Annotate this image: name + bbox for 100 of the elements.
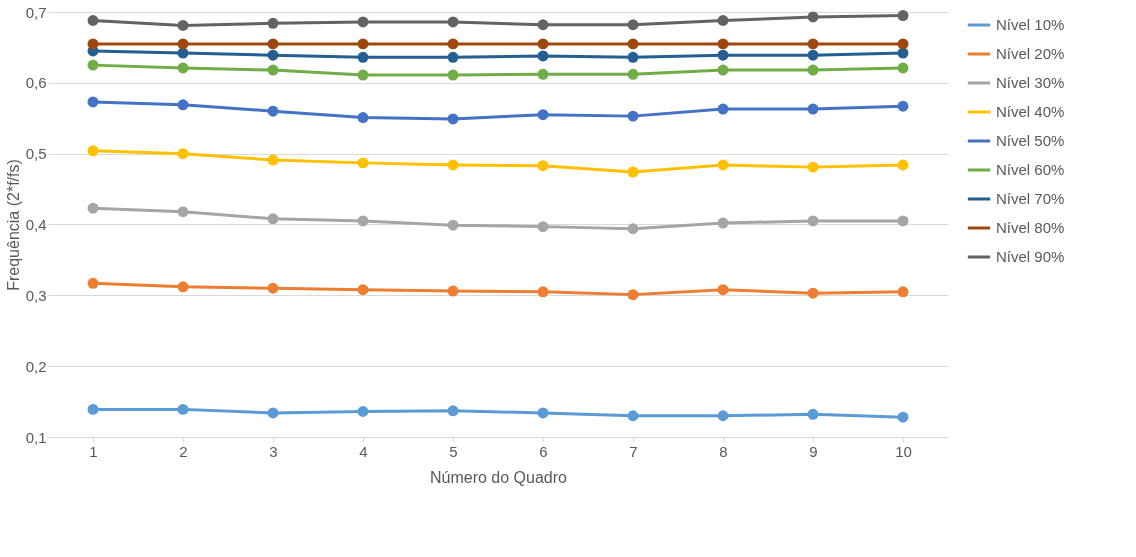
legend-label: Nível 10% — [996, 16, 1065, 33]
point — [177, 19, 189, 31]
point — [807, 287, 819, 299]
point — [717, 38, 729, 50]
point — [807, 64, 819, 76]
point — [627, 223, 639, 235]
point — [267, 154, 279, 166]
point — [267, 17, 279, 29]
point — [357, 284, 369, 296]
point — [897, 286, 909, 298]
point — [807, 103, 819, 115]
y-tick-label: 0,2 — [25, 357, 47, 375]
point — [717, 15, 729, 26]
point — [537, 19, 549, 31]
point — [897, 159, 909, 171]
point — [267, 49, 279, 61]
point — [897, 38, 909, 50]
point — [537, 221, 549, 233]
point — [447, 69, 459, 81]
point — [537, 50, 549, 62]
x-tick-label: 5 — [449, 442, 458, 460]
legend-label: Nível 30% — [996, 74, 1065, 91]
point — [447, 285, 459, 297]
point — [897, 100, 909, 112]
point — [627, 166, 639, 178]
legend-label: Nível 70% — [996, 190, 1065, 207]
point — [267, 105, 279, 117]
x-tick-label: 10 — [895, 442, 912, 460]
point — [627, 38, 639, 50]
point — [447, 51, 459, 63]
point — [627, 289, 639, 301]
point — [87, 145, 99, 157]
point — [537, 68, 549, 80]
point — [627, 51, 639, 63]
point — [717, 284, 729, 296]
point — [897, 10, 909, 22]
point — [447, 16, 459, 28]
point — [357, 157, 369, 169]
x-tick-label: 7 — [629, 442, 638, 460]
point — [267, 213, 279, 225]
x-tick-label: 6 — [539, 442, 548, 460]
point — [87, 59, 99, 71]
y-tick-label: 0,4 — [25, 216, 47, 233]
point — [87, 96, 99, 108]
y-tick-label: 0,3 — [25, 286, 47, 304]
point — [807, 215, 819, 227]
point — [447, 159, 459, 171]
point — [177, 206, 189, 218]
x-tick-label: 9 — [809, 442, 818, 460]
point — [807, 49, 819, 61]
y-tick-label: 0,1 — [25, 428, 47, 446]
y-axis-title: Frequência (2*f/fs) — [4, 159, 22, 291]
y-tick-label: 0,7 — [25, 3, 47, 21]
point — [177, 99, 189, 111]
y-tick-label: 0,5 — [25, 145, 47, 163]
point — [447, 38, 459, 50]
point — [537, 286, 549, 298]
point — [267, 282, 279, 294]
point — [807, 38, 819, 50]
x-tick-label: 8 — [719, 442, 728, 460]
legend-label: Nível 20% — [996, 45, 1065, 62]
legend-label: Nível 40% — [996, 103, 1065, 120]
legend-label: Nível 80% — [996, 219, 1065, 236]
legend-label: Nível 90% — [996, 248, 1065, 265]
point — [447, 113, 459, 125]
point — [627, 110, 639, 122]
point — [87, 403, 99, 415]
x-tick-label: 1 — [89, 442, 98, 460]
point — [897, 215, 909, 227]
point — [87, 202, 99, 214]
point — [447, 405, 459, 417]
x-tick-label: 2 — [179, 442, 188, 460]
point — [357, 16, 369, 28]
point — [357, 69, 369, 81]
legend-label: Nível 50% — [996, 132, 1065, 149]
point — [357, 51, 369, 63]
point — [267, 38, 279, 50]
point — [717, 217, 729, 229]
point — [177, 403, 189, 415]
legend-label: Nível 60% — [996, 161, 1065, 178]
x-tick-label: 3 — [269, 442, 278, 460]
point — [627, 410, 639, 422]
point — [537, 160, 549, 172]
point — [177, 281, 189, 293]
x-axis-title: Número do Quadro — [430, 468, 568, 486]
point — [87, 277, 99, 289]
point — [177, 38, 189, 50]
point — [537, 109, 549, 121]
point — [807, 161, 819, 173]
point — [897, 411, 909, 423]
point — [357, 38, 369, 50]
point — [177, 148, 189, 160]
point — [627, 19, 639, 31]
point — [357, 215, 369, 227]
point — [717, 64, 729, 76]
y-tick-label: 0,6 — [25, 74, 47, 92]
point — [87, 38, 99, 50]
point — [717, 410, 729, 422]
point — [807, 408, 819, 420]
point — [267, 407, 279, 419]
